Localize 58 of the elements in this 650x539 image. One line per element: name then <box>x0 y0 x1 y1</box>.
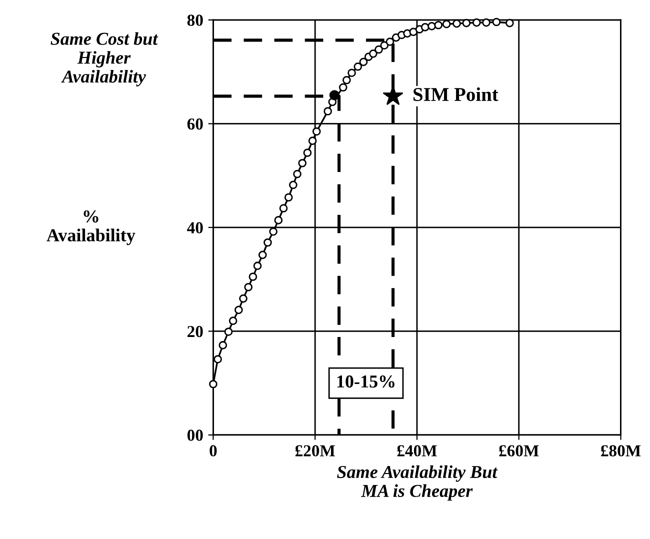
point <box>234 306 243 314</box>
point <box>303 148 312 157</box>
point <box>462 18 471 28</box>
x-tick-label: £60M <box>499 445 539 456</box>
point <box>329 90 340 100</box>
point <box>442 20 451 28</box>
point <box>228 316 238 326</box>
y-tick-label: 80 <box>187 14 203 26</box>
point <box>218 341 228 350</box>
point <box>298 158 307 168</box>
point <box>420 23 430 32</box>
point <box>248 272 258 281</box>
point <box>428 22 436 30</box>
point <box>380 41 389 50</box>
y-tick-label: 00 <box>187 430 203 441</box>
point <box>359 58 368 66</box>
point <box>224 328 233 336</box>
x-tick-label: £80M <box>601 445 641 456</box>
x-tick-label: 0 <box>210 445 217 456</box>
y-tick-label: 60 <box>187 118 203 130</box>
point <box>386 38 394 46</box>
point <box>253 262 262 270</box>
y-tick-label: 40 <box>187 222 203 234</box>
point <box>348 68 356 78</box>
point <box>312 127 321 136</box>
y-axis-title: % Availability <box>46 210 136 246</box>
point <box>368 49 378 58</box>
point <box>289 180 298 190</box>
y-tick-label: 20 <box>188 326 203 338</box>
point <box>269 227 278 236</box>
point <box>342 76 351 84</box>
point <box>264 238 272 247</box>
annotation: 10-15% <box>337 375 394 388</box>
point <box>492 18 501 26</box>
x-tick-label: £40M <box>397 445 437 456</box>
annotation: SIM Point <box>414 87 498 102</box>
point <box>244 282 253 292</box>
point <box>452 19 461 28</box>
point <box>239 294 248 303</box>
point <box>258 250 267 260</box>
point <box>274 216 283 224</box>
x-tick-label: £20M <box>295 445 335 456</box>
point <box>338 83 348 92</box>
point <box>434 20 443 30</box>
point <box>482 18 490 27</box>
point <box>472 18 481 27</box>
point <box>374 45 383 54</box>
point <box>354 62 362 71</box>
point <box>284 193 293 202</box>
point <box>324 107 332 116</box>
point <box>279 204 288 212</box>
text: Same Cost but Higher Availability <box>50 32 158 86</box>
point <box>214 355 222 364</box>
x-axis-title: Same Availability But MA is Cheaper <box>337 465 498 501</box>
point <box>293 170 302 178</box>
point <box>506 18 514 28</box>
point <box>308 136 317 145</box>
point <box>209 380 218 388</box>
